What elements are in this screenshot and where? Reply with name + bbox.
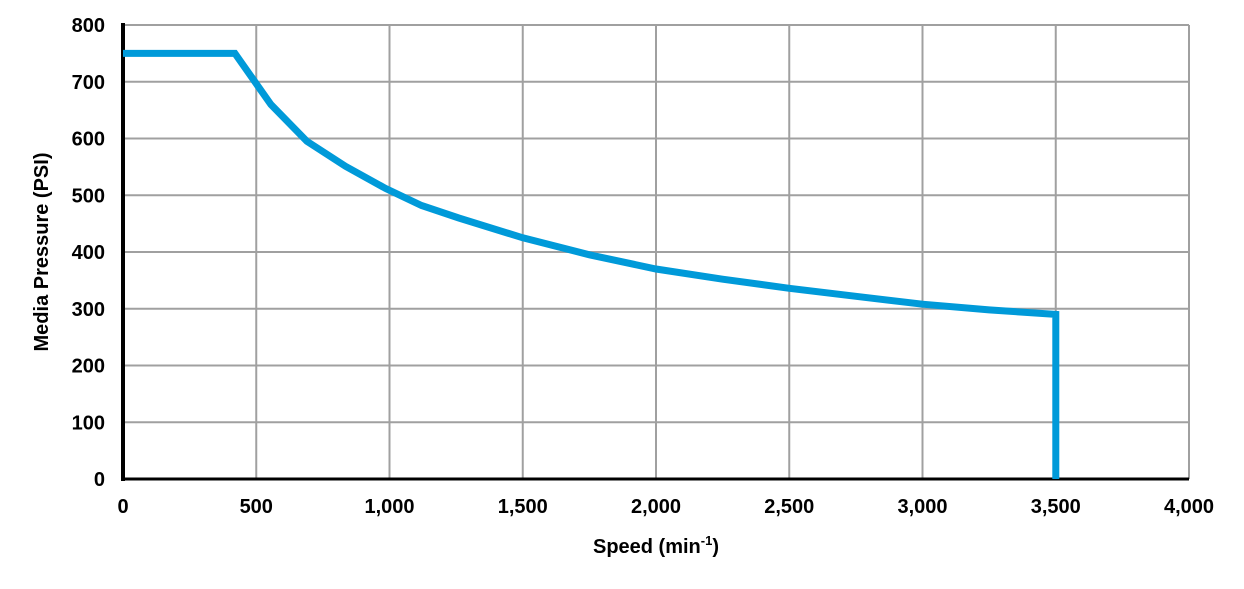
y-tick-label: 100	[72, 412, 105, 434]
x-tick-labels: 0 500 1,000 1,500 2,000 2,500 3,000 3,500 4,000	[117, 496, 1214, 518]
y-tick-labels: 0 100 200 300 400 500 600 700 800	[72, 15, 105, 491]
x-tick-label: 3,500	[1031, 496, 1081, 518]
x-tick-label: 3,000	[897, 496, 947, 518]
series-line	[123, 49, 1060, 479]
x-tick-label: 1,000	[364, 496, 414, 518]
x-axis-label: Speed (min-1)	[593, 533, 719, 558]
y-axis-label: Media Pressure (PSI)	[31, 153, 53, 352]
x-tick-label: 0	[117, 496, 128, 518]
y-tick-label: 200	[72, 356, 105, 378]
y-tick-label: 0	[94, 469, 105, 491]
axes	[121, 23, 1189, 481]
y-tick-label: 600	[72, 129, 105, 151]
y-tick-label: 700	[72, 72, 105, 94]
y-tick-label: 800	[72, 15, 105, 37]
y-tick-label: 500	[72, 185, 105, 207]
x-tick-label: 2,500	[764, 496, 814, 518]
x-tick-label: 2,000	[631, 496, 681, 518]
grid	[123, 24, 1190, 479]
y-tick-label: 400	[72, 242, 105, 264]
x-tick-label: 1,500	[498, 496, 548, 518]
x-tick-label: 4,000	[1164, 496, 1214, 518]
series	[123, 49, 1060, 479]
y-tick-label: 300	[72, 299, 105, 321]
x-tick-label: 500	[240, 496, 273, 518]
